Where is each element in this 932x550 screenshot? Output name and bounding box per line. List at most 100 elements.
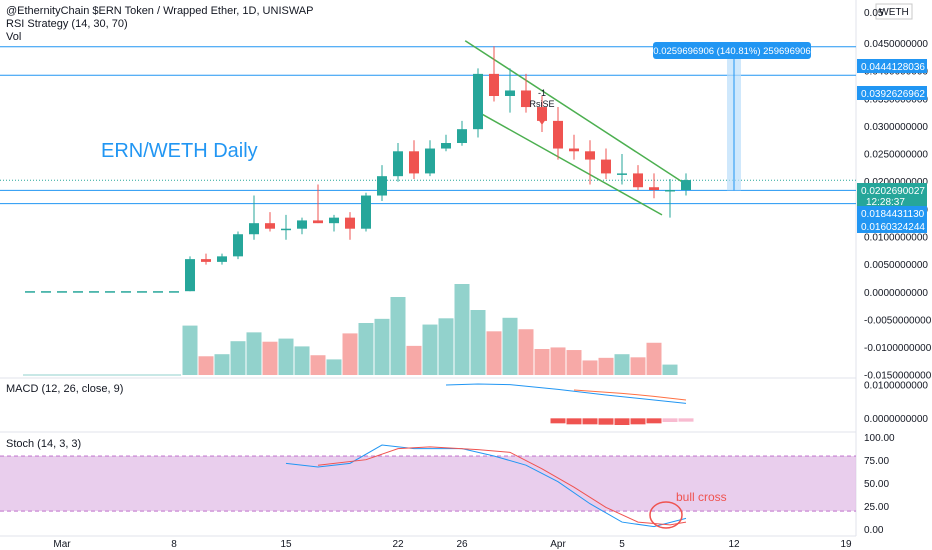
candle-body [601,159,611,174]
candle-body [409,151,419,174]
price-tick-label: 0.0250000000 [864,150,928,161]
macd-histogram-bar [582,418,598,425]
channel-upper [464,40,684,183]
volume-bar [502,317,518,375]
time-tick-label: 12 [728,539,740,550]
stoch-pane-label: Stoch (14, 3, 3) [6,438,81,450]
volume-bar [566,350,582,375]
candle-body [137,291,147,293]
volume-bar [646,342,662,375]
stoch-tick-label: 0.00 [864,525,884,536]
channel-lower [480,113,663,216]
time-tick-label: 22 [392,539,404,550]
candle-body [73,291,83,293]
stoch-tick-label: 100.00 [864,433,895,444]
volume-bar [422,324,438,375]
candle-body [201,259,211,262]
volume-bar [198,356,214,375]
candle-body [41,291,51,293]
candle-body [617,173,627,175]
support-1-label: 0.0184431130 [861,209,925,220]
symbol-badge-label: WETH [879,7,908,18]
volume-bar [278,338,294,375]
candle-body [585,151,595,160]
volume-bar [454,284,470,375]
macd-histogram-bar [630,418,646,425]
volume-bar [294,346,310,375]
macd-histogram-bar [678,418,694,422]
macd-histogram-bar [662,418,678,422]
countdown-label: 12:28:37 [866,197,905,208]
current-price-tag [857,183,927,209]
volume-bar [214,354,230,375]
candle-body [457,129,467,143]
candle-body [329,217,339,224]
candle-body [249,223,259,235]
macd-histogram-bar [598,418,614,425]
support-2-tag [857,219,927,233]
volume-bar [310,355,326,375]
resistance-2-tag [857,86,927,100]
volume-bar [374,318,390,375]
price-tick-label: 0.0450000000 [864,39,928,50]
candle-body [425,148,435,174]
price-tick-label: -0.0100000000 [864,343,932,354]
stoch-d-line [317,446,687,526]
volume-label: Vol [6,31,21,43]
signal-arrow-icon [538,111,546,125]
resistance-2-label: 0.0392626962 [861,89,925,100]
macd-pane-label: MACD (12, 26, close, 9) [6,383,123,395]
volume-bar [342,333,358,375]
time-tick-label: 26 [456,539,468,550]
candle-body [153,291,163,293]
measure-label-box [653,42,811,59]
price-tick-label: 0.0100000000 [864,233,928,244]
candle-body [121,291,131,293]
macd-line [445,383,687,404]
support-2-label: 0.0160324244 [861,222,925,233]
chart-header-title: @EthernityChain $ERN Token / Wrapped Eth… [6,5,313,17]
candle-body [489,73,499,96]
macd-histogram-bar [550,418,566,424]
candle-body [281,228,291,231]
volume-bar [486,331,502,375]
resistance-1-label: 0.0444128036 [861,62,925,73]
stoch-tick-label: 25.00 [864,502,889,513]
candle-body [377,176,387,196]
volume-bar [326,359,342,375]
time-tick-label: Mar [53,539,71,550]
volume-bar [230,341,246,375]
candle-body [665,190,675,192]
symbol-badge[interactable] [875,3,913,20]
candle-body [217,256,227,262]
measure-label: 0.0259696906 (140.81%) 259696906 [653,46,810,57]
candle-body [649,187,659,190]
price-tick-label: 0.0200000000 [864,177,928,188]
macd-histogram-bar [566,418,582,425]
signal-label-value: -1 [538,88,546,98]
bull-cross-annotation: bull cross [676,490,727,504]
volume-bar [390,297,406,375]
time-tick-label: 19 [840,539,852,550]
stoch-band [0,456,856,512]
candle-body [169,291,179,293]
candle-body [297,220,307,229]
price-tick-label: 0.0000000000 [864,288,928,299]
current-price-label: 0.0202690027 [861,186,925,197]
volume-bar [438,318,454,375]
price-tick-label: -0.0150000000 [864,371,932,382]
candle-body [393,151,403,177]
volume-bar [246,332,262,375]
stoch-tick-label: 75.00 [864,456,889,467]
time-tick-label: 5 [619,539,625,550]
stoch-k-line [285,444,687,528]
macd-tick-label: 0.0000000000 [864,414,928,425]
volume-bar [630,357,646,375]
price-tick-label: 0.0300000000 [864,122,928,133]
time-tick-label: 8 [171,539,177,550]
candle-body [313,220,323,224]
candle-body [681,180,691,190]
macd-tick-label: 0.0100000000 [864,381,928,392]
candle-body [633,173,643,188]
